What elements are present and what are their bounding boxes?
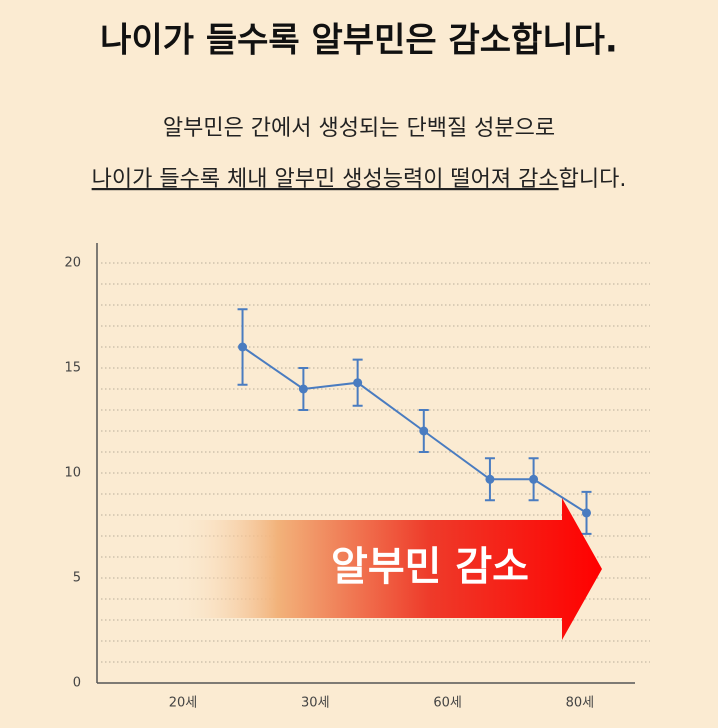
y-tick-label: 10 [64,466,81,481]
point [485,474,495,484]
title: 나이가 들수록 알부민은 감소합니다. [100,21,618,61]
plot: 0 5 10 15 20 20세 30세 60세 80세 알부민 감소 [64,243,650,711]
x-tick-label: 60세 [433,696,462,711]
x-tick-label: 30세 [301,696,330,711]
subtitle: 알부민은 간에서 생성되는 단백질 성분으로 [163,116,555,141]
x-tick-label: 20세 [169,696,198,711]
y-tick-label: 15 [64,361,81,376]
point [238,342,248,352]
subtitle: 합니다. [559,167,627,192]
point [353,378,363,388]
point [419,426,429,436]
arrow [170,498,602,640]
point [582,508,592,518]
annotation: 알부민 감소 [331,544,529,590]
y-tick-label: 5 [73,571,81,586]
point [298,384,308,394]
point [529,474,539,484]
line [241,346,588,514]
y-tick-label: 0 [73,676,81,691]
subtitle-underlined: 나이가 들수록 체내 알부민 생성능력이 떨어져 감소 [92,167,559,192]
y-tick-label: 20 [64,256,81,271]
x-tick-label: 80세 [566,696,595,711]
